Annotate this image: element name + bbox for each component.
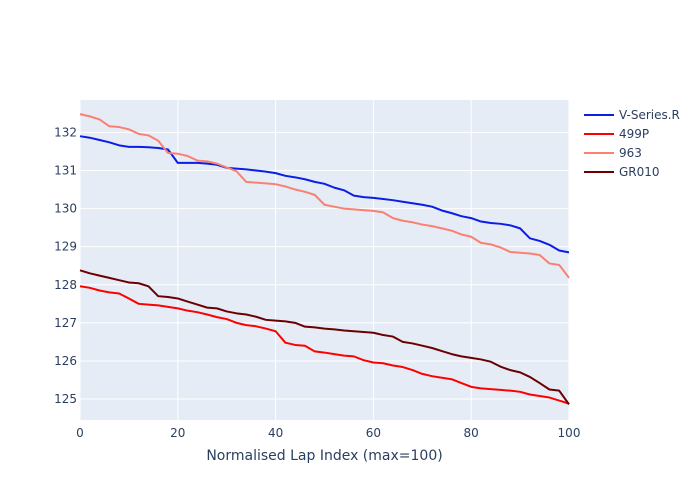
series-line-499p bbox=[79, 285, 570, 405]
y-tick-label: 125 bbox=[54, 392, 77, 406]
series-lines bbox=[79, 113, 570, 405]
series-line-v-series-r bbox=[79, 135, 570, 254]
x-tick-label: 80 bbox=[464, 426, 479, 440]
y-tick-label: 131 bbox=[54, 163, 77, 177]
legend-item[interactable]: 499P bbox=[584, 127, 649, 141]
legend-label: V-Series.R bbox=[619, 108, 680, 122]
legend-item[interactable]: GR010 bbox=[584, 165, 660, 179]
series-line-gr010 bbox=[79, 269, 570, 405]
y-tick-label: 127 bbox=[54, 316, 77, 330]
y-tick-label: 128 bbox=[54, 278, 77, 292]
x-tick-label: 100 bbox=[558, 426, 581, 440]
plot-background bbox=[80, 100, 569, 420]
legend-label: GR010 bbox=[619, 165, 660, 179]
y-tick-label: 132 bbox=[54, 125, 77, 139]
legend[interactable]: V-Series.R 499P 963 GR010 bbox=[584, 108, 680, 179]
legend-label: 963 bbox=[619, 146, 642, 160]
x-tick-label: 60 bbox=[366, 426, 381, 440]
legend-label: 499P bbox=[619, 127, 649, 141]
series-line-963 bbox=[79, 113, 570, 279]
x-tick-label: 0 bbox=[76, 426, 84, 440]
x-tick-label: 20 bbox=[170, 426, 185, 440]
legend-item[interactable]: 963 bbox=[584, 146, 642, 160]
x-tick-label: 40 bbox=[268, 426, 283, 440]
legend-item[interactable]: V-Series.R bbox=[584, 108, 680, 122]
gridlines bbox=[79, 100, 570, 420]
y-tick-label: 126 bbox=[54, 354, 77, 368]
x-axis-title: Normalised Lap Index (max=100) bbox=[206, 448, 442, 464]
y-tick-label: 129 bbox=[54, 240, 77, 254]
tick-labels: 0 20 40 60 80 100 125 126 127 128 129 130 131 132 bbox=[54, 125, 580, 440]
y-tick-label: 130 bbox=[54, 202, 77, 216]
